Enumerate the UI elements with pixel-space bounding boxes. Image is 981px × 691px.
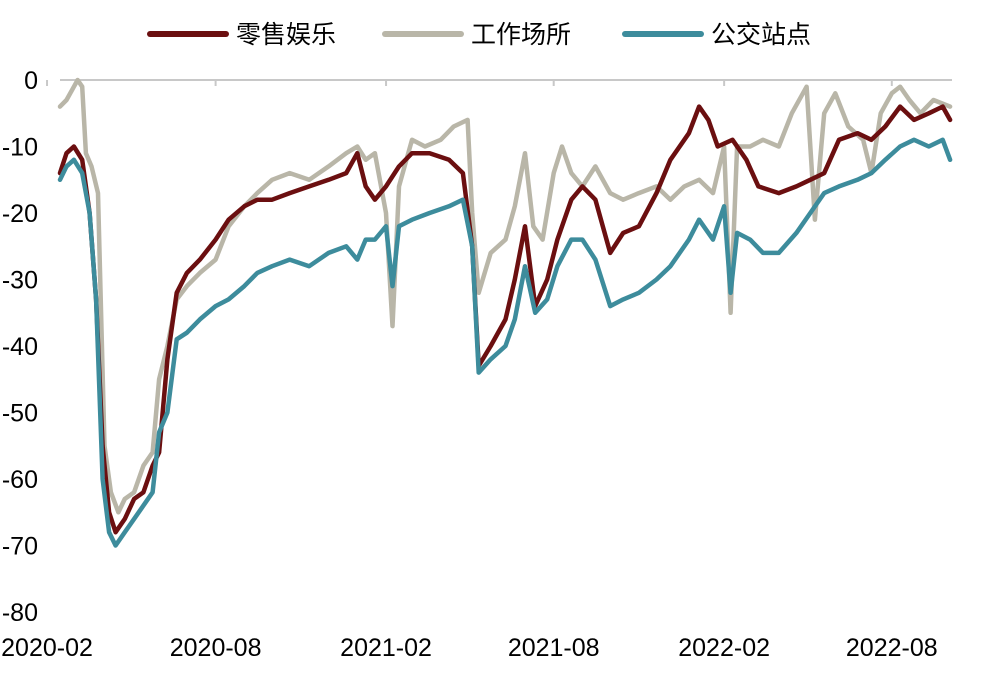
x-tick-label: 2020-08 bbox=[170, 634, 262, 662]
y-tick-label: -30 bbox=[2, 267, 38, 295]
x-tick-label: 2022-08 bbox=[846, 634, 938, 662]
x-tick-label: 2022-02 bbox=[678, 634, 770, 662]
legend: 零售娱乐 工作场所 公交站点 bbox=[147, 20, 811, 49]
x-tick-label: 2021-02 bbox=[340, 634, 432, 662]
legend-label: 零售娱乐 bbox=[236, 20, 336, 49]
y-tick-label: -20 bbox=[2, 200, 38, 228]
x-tick-label: 2021-08 bbox=[508, 634, 600, 662]
legend-label: 公交站点 bbox=[711, 20, 811, 49]
series-line-0 bbox=[57, 104, 953, 535]
y-tick-label: -10 bbox=[2, 134, 38, 162]
axes: 2020-02 2020-08 2021-02 2021-08 2022-02 2022-… bbox=[1, 67, 952, 662]
y-tick-label: 0 bbox=[24, 67, 38, 95]
series-layer bbox=[57, 77, 953, 548]
y-tick-label: -60 bbox=[2, 466, 38, 494]
legend-label: 工作场所 bbox=[471, 20, 571, 49]
y-tick-label: -50 bbox=[2, 400, 38, 428]
y-tick-label: -40 bbox=[2, 333, 38, 361]
y-tick-label: -70 bbox=[2, 533, 38, 561]
x-tick-label: 2020-02 bbox=[1, 634, 93, 662]
series-line-2 bbox=[57, 137, 953, 548]
x-ticks: 2020-02 2020-08 2021-02 2021-08 2022-02 2022-… bbox=[1, 80, 938, 662]
series-line-1 bbox=[57, 77, 953, 515]
y-ticks: 0 -10 -20 -30 -40 -50 -60 -70 -80 bbox=[2, 67, 38, 627]
y-tick-label: -80 bbox=[2, 599, 38, 627]
